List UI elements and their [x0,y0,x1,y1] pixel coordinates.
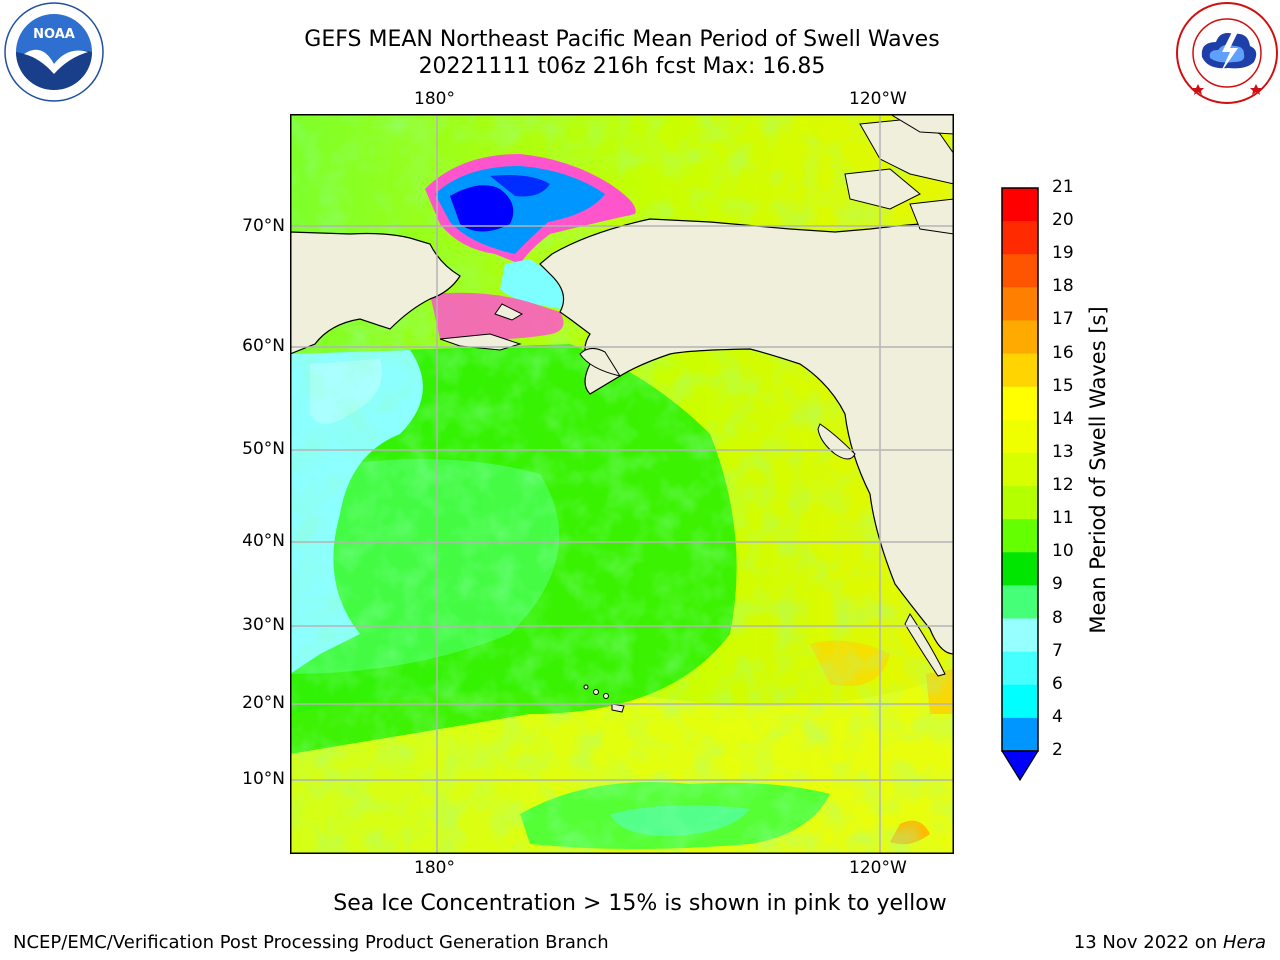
colorbar-swatch [1002,353,1038,388]
colorbar-swatch [1002,585,1038,620]
colorbar-tick-label: 16 [1052,342,1074,363]
colorbar-tick-label: 14 [1052,408,1074,429]
colorbar-tick-label: 2 [1052,740,1063,760]
map-subtitle: 20221111 t06z 216h fcst Max: 16.85 [418,54,826,79]
colorbar-swatch [1002,552,1038,586]
noaa-logo-text: NOAA [33,27,75,42]
lon-label-top-120w: 120°W [849,89,907,109]
colorbar-swatch [1002,651,1038,686]
colorbar-swatch [1002,486,1038,520]
colorbar-tick-label: 4 [1052,706,1063,727]
colorbar-swatch [1002,717,1038,752]
colorbar-swatch [1002,519,1038,553]
map-title: GEFS MEAN Northeast Pacific Mean Period … [304,27,940,52]
colorbar-tick-label: 6 [1052,673,1063,694]
hawaii-islands [583,684,625,713]
lat-label-10n: 10°N [242,769,285,789]
footer-date: 13 Nov 2022 on Hera [1074,932,1266,953]
colorbar-tick-label: 9 [1052,574,1063,595]
colorbar-tick-label: 19 [1052,243,1074,264]
map-gridlines [290,114,954,854]
lon-label-top-180: 180° [414,89,455,109]
swell-blue-zone [450,185,514,232]
lon-label-bottom-180: 180° [414,858,455,878]
colorbar-swatch [1002,320,1038,355]
colorbar-tick-label: 10 [1052,541,1074,562]
colorbar-tick-label: 12 [1052,475,1074,496]
colorbar-tick-label: 20 [1052,210,1074,231]
colorbar-tick-label: 13 [1052,441,1074,462]
colorbar-swatch [1002,221,1038,255]
lat-label-60n: 60°N [242,336,285,356]
asia-land [290,231,461,355]
map-border [290,114,954,854]
colorbar-border [1001,187,1039,752]
noaa-logo-icon: NOAA [4,2,104,102]
lon-label-bottom-120w: 120°W [849,858,907,878]
colorbar-swatch [1002,618,1038,653]
colorbar-extend-triangle [1000,750,1040,782]
lat-label-30n: 30°N [242,615,285,635]
swell-period-map [290,114,954,854]
colorbar-swatch [1002,419,1038,454]
colorbar-tick-label: 15 [1052,375,1074,396]
lat-label-50n: 50°N [242,439,285,459]
lat-label-40n: 40°N [242,531,285,551]
footer-credit: NCEP/EMC/Verification Post Processing Pr… [13,932,609,953]
colorbar-swatch [1002,684,1038,719]
colorbar-swatch [1002,287,1038,321]
colorbar [1000,187,1040,782]
lat-label-20n: 20°N [242,693,285,713]
colorbar-tick-label: 18 [1052,276,1074,297]
nws-logo-icon [1176,2,1278,104]
lat-label-70n: 70°N [242,216,285,236]
colorbar-swatch [1002,188,1038,222]
colorbar-tick-label: 17 [1052,309,1074,330]
footer-date-text: 13 Nov 2022 on [1073,932,1223,953]
colorbar-swatch [1002,386,1038,421]
colorbar-swatch [1002,452,1038,487]
colorbar-tick-label: 11 [1052,508,1074,529]
colorbar-label: Mean Period of Swell Waves [s] [1086,306,1110,634]
colorbar-swatch [1002,254,1038,288]
colorbar-tick-label: 7 [1052,640,1063,661]
colorbar-tick-label: 21 [1052,177,1074,197]
footer-host: Hera [1222,932,1266,953]
colorbar-tick-label: 8 [1052,607,1063,628]
sea-ice-caption: Sea Ice Concentration > 15% is shown in … [333,891,947,916]
